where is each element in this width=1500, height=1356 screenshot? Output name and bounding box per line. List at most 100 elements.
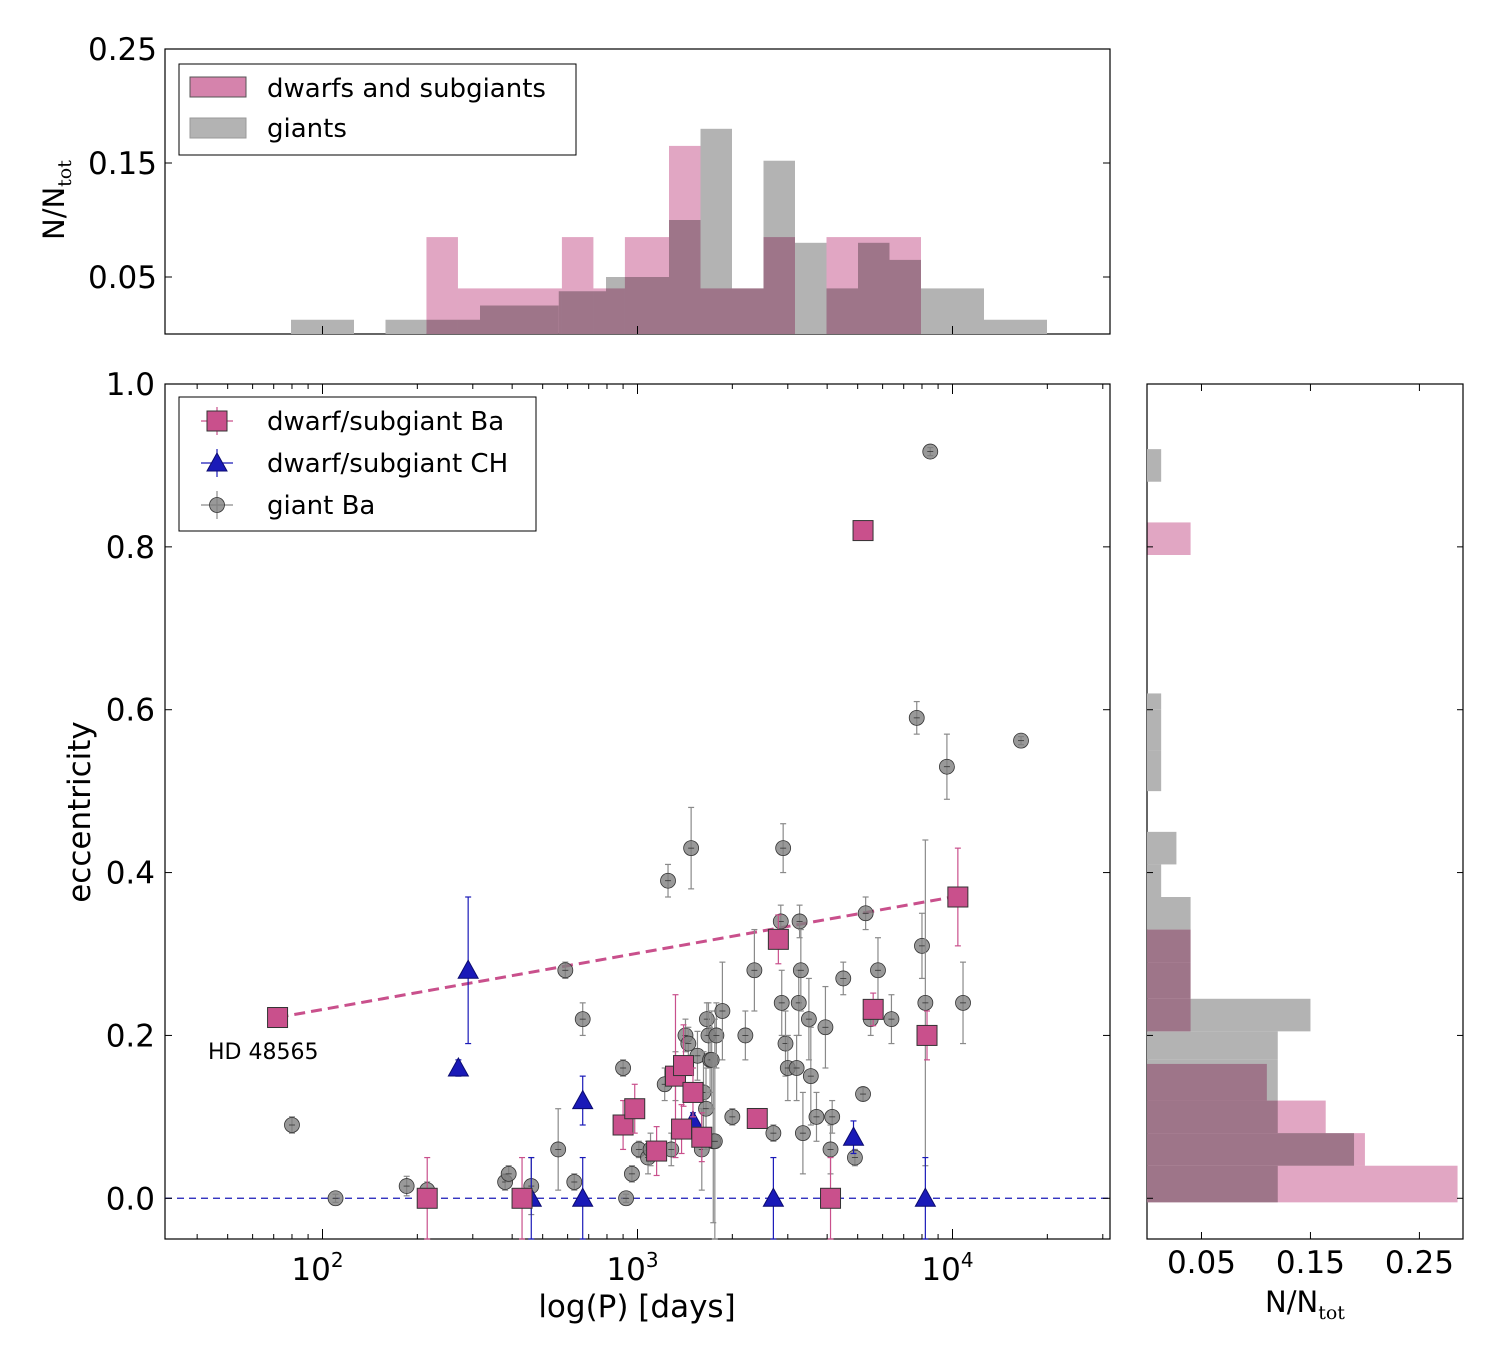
square-point-3 xyxy=(612,1114,634,1136)
side-xtick-label-2: 0.25 xyxy=(1385,1245,1454,1281)
scatter-points xyxy=(267,443,1029,1240)
top-hist-bars xyxy=(291,128,1047,334)
square-point-2 xyxy=(511,1187,533,1209)
top-bar-giants-11 xyxy=(795,242,827,334)
side-bar-giants-13 xyxy=(1147,693,1162,710)
scatter-legend-frame xyxy=(178,396,537,532)
top-ytick-label-2: 0.25 xyxy=(88,32,157,68)
scatter-x-ticks: 102 103 104 xyxy=(196,384,1104,1288)
scatter-y-label: eccentricity xyxy=(62,721,98,903)
top-histogram: 0.05 0.15 0.25 N/Ntot dwarfs and subgiants… xyxy=(37,32,1111,335)
top-bar-dwarfs-5 xyxy=(669,145,701,334)
side-hist-frame xyxy=(1146,383,1464,1240)
side-bar-dwarfs-2 xyxy=(1147,1100,1326,1134)
square-point-8 xyxy=(673,1055,695,1077)
scatter-xtick-label-2: 104 xyxy=(921,1248,973,1288)
square-point-16 xyxy=(916,1024,938,1046)
square-point-10 xyxy=(691,1126,713,1148)
scatter-ytick-label-2: 0.4 xyxy=(106,856,155,892)
scatter-legend-label-ch: dwarf/subgiant CH xyxy=(267,449,508,479)
side-bar-giants-4 xyxy=(1147,1031,1278,1060)
scatter-xtick-label-0: 102 xyxy=(291,1248,343,1288)
top-bar-dwarfs-7 xyxy=(732,288,764,334)
square-point-4 xyxy=(624,1098,646,1120)
triangle-point-3 xyxy=(571,1089,594,1110)
top-bar-giants-15 xyxy=(921,288,953,334)
top-bar-giants-1 xyxy=(322,319,354,334)
top-legend-swatch-dwarfs xyxy=(189,76,247,98)
top-bar-dwarfs-8 xyxy=(763,237,795,334)
side-bar-giants-14 xyxy=(1147,449,1162,482)
triangle-point-0 xyxy=(447,1056,470,1077)
side-bar-giants-12 xyxy=(1147,709,1162,751)
top-hist-y-ticks: 0.05 0.15 0.25 xyxy=(88,32,1110,334)
top-hist-y-label: N/Ntot xyxy=(37,160,76,240)
scatter-legend-label-giant: giant Ba xyxy=(267,491,375,521)
side-bar-dwarfs-0 xyxy=(1147,1165,1458,1203)
top-ytick-label-0: 0.05 xyxy=(88,260,157,296)
side-bar-dwarfs-1 xyxy=(1147,1133,1365,1166)
scatter-xtick-label-1: 103 xyxy=(606,1248,658,1288)
top-bar-giants-17 xyxy=(984,319,1047,334)
top-bar-dwarfs-0 xyxy=(426,237,458,334)
scatter-ytick-label-4: 0.8 xyxy=(106,530,155,566)
square-point-11 xyxy=(746,1107,768,1129)
side-bar-giants-11 xyxy=(1147,750,1162,792)
top-bar-giants-0 xyxy=(291,319,323,334)
top-bar-giants-16 xyxy=(952,288,984,334)
top-bar-dwarfs-2 xyxy=(561,237,594,334)
scatter-y-ticks: 0.0 0.2 0.4 0.6 0.8 1.0 xyxy=(106,367,1110,1217)
side-bar-giants-9 xyxy=(1147,864,1162,897)
legend-marker-triangle xyxy=(206,451,228,472)
scatter-reference-lines xyxy=(165,895,1110,1199)
triangle-point-8 xyxy=(914,1187,937,1207)
square-point-0 xyxy=(267,1007,289,1029)
legend-marker-circle xyxy=(209,497,225,513)
square-point-12 xyxy=(767,928,789,950)
top-bar-dwarfs-4 xyxy=(624,237,669,334)
triangle-point-7 xyxy=(842,1126,865,1146)
square-point-9 xyxy=(682,1081,704,1103)
scatter-x-label: log(P) [days] xyxy=(538,1289,735,1325)
side-bar-dwarfs-5 xyxy=(1147,998,1191,1032)
scatter-ytick-label-5: 1.0 xyxy=(106,367,155,403)
trend-line xyxy=(277,895,953,1019)
side-xtick-label-0: 0.05 xyxy=(1167,1245,1236,1281)
top-bar-dwarfs-1 xyxy=(457,288,562,334)
top-bar-dwarfs-6 xyxy=(700,288,732,334)
scatter-legend-label-ba: dwarf/subgiant Ba xyxy=(267,407,504,437)
scatter-ytick-label-3: 0.6 xyxy=(106,693,155,729)
top-legend-swatch-giants xyxy=(189,117,247,139)
top-bar-dwarfs-10 xyxy=(826,237,921,334)
side-bar-dwarfs-6 xyxy=(1147,962,1191,999)
side-hist-x-ticks: 0.05 0.15 0.25 xyxy=(1147,383,1463,1281)
scatter-panel: 0.0 0.2 0.4 0.6 0.8 1.0 102 103 104 log(P) [day… xyxy=(62,367,1111,1325)
square-point-7 xyxy=(671,1118,693,1140)
square-point-14 xyxy=(852,520,874,542)
top-bar-dwarfs-3 xyxy=(593,288,625,334)
legend-marker-square xyxy=(206,410,228,432)
triangle-point-6 xyxy=(762,1187,785,1207)
triangle-point-1 xyxy=(457,959,480,979)
scatter-legend-markers xyxy=(201,407,233,519)
side-xtick-label-1: 0.15 xyxy=(1276,1245,1345,1281)
triangle-point-4 xyxy=(571,1187,594,1207)
side-bar-dwarfs-8 xyxy=(1147,522,1191,555)
scatter-legend: dwarf/subgiant Ba dwarf/subgiant CH gian… xyxy=(178,396,537,532)
side-histogram: 0.05 0.15 0.25 N/Ntot xyxy=(1146,383,1464,1324)
top-legend-label-giants: giants xyxy=(267,114,347,144)
top-legend-label-dwarfs: dwarfs and subgiants xyxy=(267,74,546,104)
side-bar-giants-10 xyxy=(1147,831,1177,865)
side-hist-bars xyxy=(1147,449,1458,1203)
side-bar-dwarfs-7 xyxy=(1147,929,1191,963)
hd48565-annotation: HD 48565 xyxy=(208,1040,318,1065)
scatter-ytick-label-1: 0.2 xyxy=(106,1018,155,1054)
top-bar-giants-2 xyxy=(385,319,427,334)
square-point-1 xyxy=(416,1187,438,1209)
top-ytick-label-1: 0.15 xyxy=(88,146,157,182)
square-point-17 xyxy=(947,886,969,908)
square-point-5 xyxy=(646,1140,668,1162)
square-point-15 xyxy=(862,998,884,1020)
side-bar-dwarfs-3 xyxy=(1147,1063,1267,1101)
